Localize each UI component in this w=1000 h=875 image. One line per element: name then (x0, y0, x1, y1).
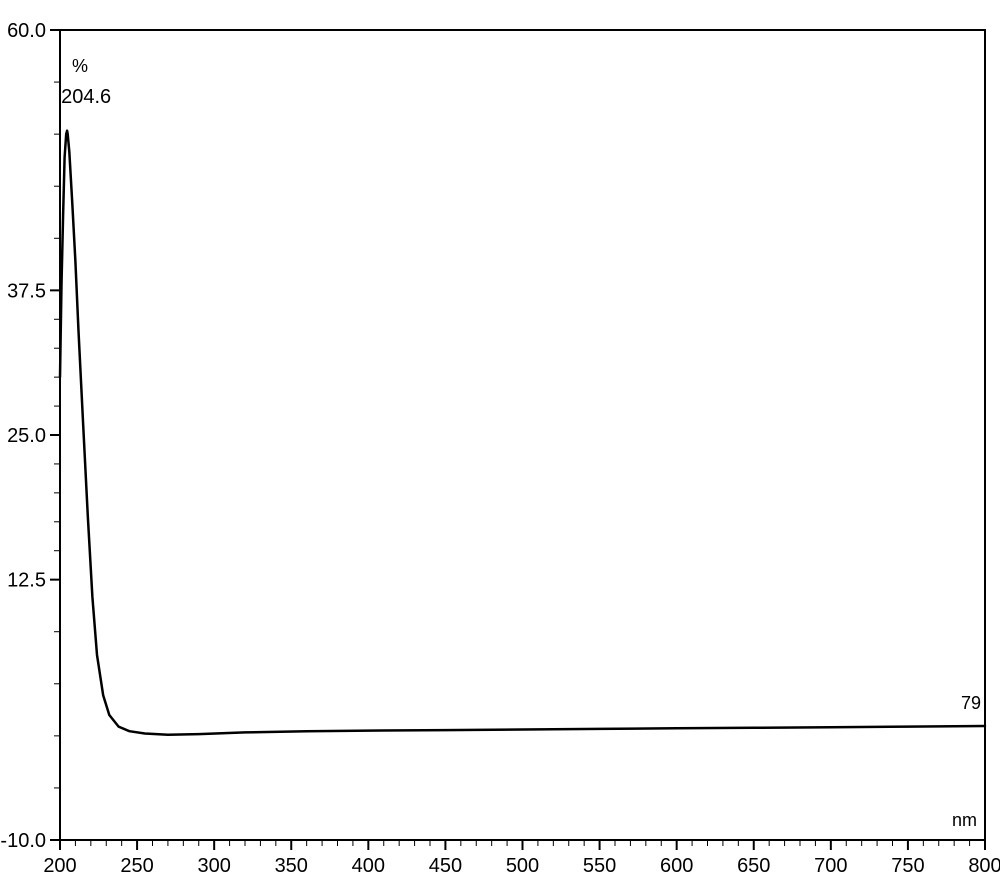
svg-text:500: 500 (506, 855, 539, 875)
svg-text:250: 250 (120, 855, 153, 875)
svg-text:nm: nm (952, 810, 977, 830)
chart-svg: 200 250 300 350 400 450 500 550 600 650 700 750 800 -… (0, 0, 1000, 875)
svg-text:400: 400 (352, 855, 385, 875)
svg-text:800: 800 (968, 855, 1000, 875)
svg-text:750: 750 (891, 855, 924, 875)
svg-text:600: 600 (660, 855, 693, 875)
svg-text:450: 450 (429, 855, 462, 875)
svg-text:60.0: 60.0 (7, 20, 46, 42)
svg-text:350: 350 (275, 855, 308, 875)
svg-text:-10.0: -10.0 (0, 830, 46, 852)
svg-text:12.5: 12.5 (7, 570, 46, 592)
svg-text:550: 550 (583, 855, 616, 875)
tail-label: 79 (961, 693, 981, 713)
svg-text:700: 700 (814, 855, 847, 875)
spectrum-chart: Peak #2 100% at 29.57 min 50% at 29.25 m… (0, 0, 1000, 875)
svg-text:%: % (72, 56, 88, 76)
svg-text:37.5: 37.5 (7, 280, 46, 302)
svg-text:650: 650 (737, 855, 770, 875)
svg-text:200: 200 (43, 855, 76, 875)
svg-text:25.0: 25.0 (7, 425, 46, 447)
svg-text:300: 300 (197, 855, 230, 875)
peak-label: 204.6 (61, 86, 111, 108)
